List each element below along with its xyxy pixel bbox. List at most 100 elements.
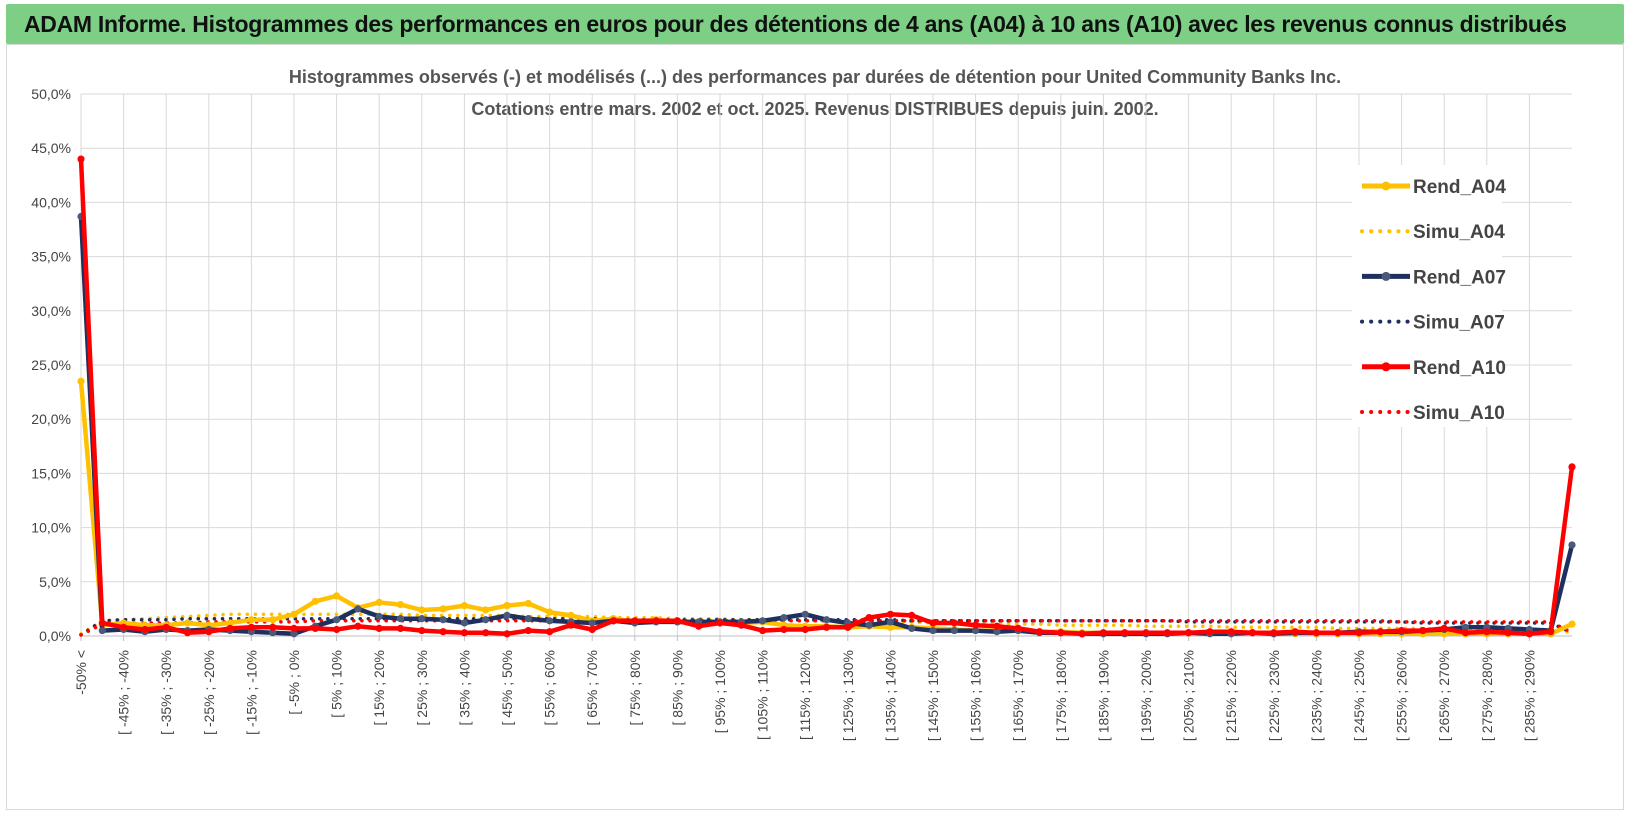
x-tick-label: [ 175% ; 180% <box>1053 650 1069 741</box>
chart-title: Histogrammes observés (-) et modélisés (… <box>288 67 1342 87</box>
data-point <box>418 626 426 635</box>
data-point <box>247 616 255 624</box>
data-point <box>801 625 809 634</box>
data-point <box>567 611 575 620</box>
x-tick-label: [ 285% ; 290% <box>1521 650 1537 741</box>
data-point <box>524 626 532 635</box>
data-point <box>1185 629 1193 637</box>
series-line <box>79 616 1574 637</box>
data-point <box>418 606 426 614</box>
data-point <box>993 628 1001 636</box>
y-tick-label: 15,0% <box>31 465 71 481</box>
data-point <box>98 626 106 635</box>
data-point <box>460 629 468 637</box>
y-tick-label: 30,0% <box>31 303 71 319</box>
legend-item: Simu_A04 <box>1360 222 1505 243</box>
title-banner: ADAM Informe. Histogrammes des performan… <box>6 4 1624 44</box>
legend-label: Rend_A07 <box>1413 267 1506 288</box>
legend-label: Simu_A04 <box>1413 222 1505 243</box>
x-tick-label: [ 215% ; 220% <box>1223 650 1239 741</box>
data-point <box>1355 629 1363 637</box>
data-point <box>972 626 980 635</box>
data-point <box>609 617 618 625</box>
y-tick-label: 10,0% <box>31 520 71 536</box>
data-point <box>673 617 682 625</box>
data-point <box>716 619 724 627</box>
legend-item: Rend_A10 <box>1362 358 1506 379</box>
data-point <box>141 625 149 634</box>
data-point <box>1568 463 1576 471</box>
series-rend-a07 <box>77 212 1576 638</box>
data-point <box>290 610 298 618</box>
legend-item: Simu_A07 <box>1360 313 1505 334</box>
data-point <box>503 611 511 620</box>
x-tick-label: [ 35% ; 40% <box>456 650 472 726</box>
data-point <box>1014 624 1022 633</box>
data-point <box>886 610 895 618</box>
y-tick-label: 35,0% <box>31 249 71 265</box>
data-point <box>1312 629 1320 637</box>
data-point <box>375 612 383 621</box>
x-tick-label: [ 185% ; 190% <box>1095 650 1111 741</box>
data-point <box>1227 628 1235 636</box>
legend-marker <box>1381 362 1391 372</box>
data-point <box>482 629 490 637</box>
x-tick-label: [ -5% ; 0% <box>286 650 302 715</box>
data-point <box>1035 628 1044 636</box>
data-point <box>269 623 277 631</box>
x-tick-label: [ 275% ; 280% <box>1479 650 1495 741</box>
data-point <box>290 624 298 633</box>
data-point <box>226 624 234 633</box>
data-point <box>1525 630 1533 638</box>
grid-lines <box>80 93 1572 641</box>
data-point <box>908 611 916 620</box>
data-point <box>886 623 895 631</box>
y-tick-label: 25,0% <box>31 357 71 373</box>
data-point <box>972 621 980 629</box>
data-point <box>1057 629 1065 637</box>
data-point <box>311 624 319 633</box>
legend-label: Rend_A10 <box>1413 358 1506 379</box>
data-point <box>439 616 447 624</box>
legend-item: Rend_A07 <box>1362 267 1506 288</box>
data-point <box>801 610 809 618</box>
data-point <box>183 629 192 637</box>
data-point <box>588 619 596 627</box>
data-point <box>1504 629 1512 637</box>
data-point <box>460 602 468 610</box>
data-point <box>1376 628 1384 636</box>
data-point <box>759 626 767 635</box>
data-point <box>333 592 341 600</box>
data-point <box>929 626 937 635</box>
legend-marker <box>1381 271 1391 281</box>
data-point <box>546 628 554 636</box>
data-point <box>375 598 383 606</box>
series-simu-a04 <box>79 612 1574 636</box>
data-point <box>780 625 788 634</box>
data-point <box>183 619 192 627</box>
data-point <box>1440 624 1448 633</box>
x-tick-label: [ -35% ; -30% <box>158 650 174 735</box>
data-point <box>1483 628 1491 636</box>
data-point <box>631 617 639 625</box>
data-point <box>822 623 831 631</box>
data-point <box>1461 629 1470 637</box>
x-tick-label: [ 165% ; 170% <box>1010 650 1026 741</box>
data-point <box>354 605 362 613</box>
x-tick-label: [ 55% ; 60% <box>542 650 558 726</box>
x-tick-label: [ 155% ; 160% <box>968 650 984 741</box>
data-point <box>1142 629 1150 637</box>
y-tick-label: 20,0% <box>31 411 71 427</box>
data-point <box>460 619 468 627</box>
data-point <box>886 618 895 626</box>
x-tick-label: [ 125% ; 130% <box>840 650 856 741</box>
data-point <box>439 628 447 636</box>
y-tick-label: 5,0% <box>39 574 71 590</box>
data-point <box>865 621 873 629</box>
data-point <box>311 597 319 605</box>
data-point <box>333 616 341 624</box>
legend-marker <box>1381 181 1391 191</box>
data-point <box>98 619 106 627</box>
data-point <box>844 623 852 631</box>
